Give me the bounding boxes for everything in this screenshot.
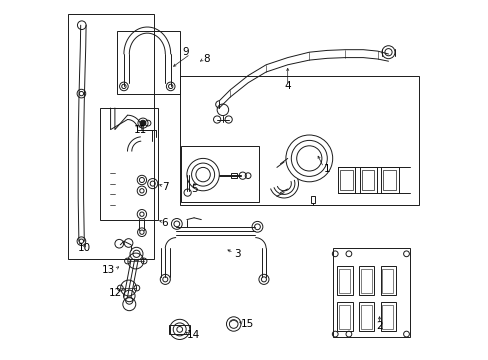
Bar [168,325,190,334]
Bar [340,170,352,190]
Text: 1: 1 [323,164,330,174]
Bar [359,167,376,193]
Bar [360,269,371,293]
Text: 12: 12 [109,288,122,298]
Bar [117,31,179,94]
Text: 5: 5 [190,184,197,194]
Text: 3: 3 [233,249,240,259]
Bar [337,167,355,193]
Bar [181,146,258,202]
Bar [380,266,395,295]
Bar [337,266,352,295]
Bar [339,305,349,329]
Bar [310,196,314,203]
Bar [339,269,349,293]
Text: 15: 15 [241,319,254,329]
Bar [68,14,154,259]
Bar [179,76,418,205]
Text: 2: 2 [375,321,382,331]
Text: 9: 9 [182,47,188,57]
Bar [360,305,371,329]
Text: 4: 4 [284,81,290,91]
Text: 10: 10 [78,243,91,253]
Circle shape [140,120,145,126]
Bar [332,248,409,337]
Text: 8: 8 [203,54,209,64]
Text: 6: 6 [162,218,168,228]
Bar [358,266,373,295]
Bar [382,269,392,293]
Bar [361,170,373,190]
Bar [337,302,352,331]
Bar [101,108,158,220]
Bar [230,173,237,178]
Bar [382,305,392,329]
Bar [381,167,398,193]
Text: 7: 7 [162,182,168,192]
Bar [383,170,395,190]
Bar [358,302,373,331]
Text: 13: 13 [102,265,115,275]
Text: 14: 14 [186,330,200,340]
Text: 11: 11 [133,125,146,135]
Bar [380,302,395,331]
